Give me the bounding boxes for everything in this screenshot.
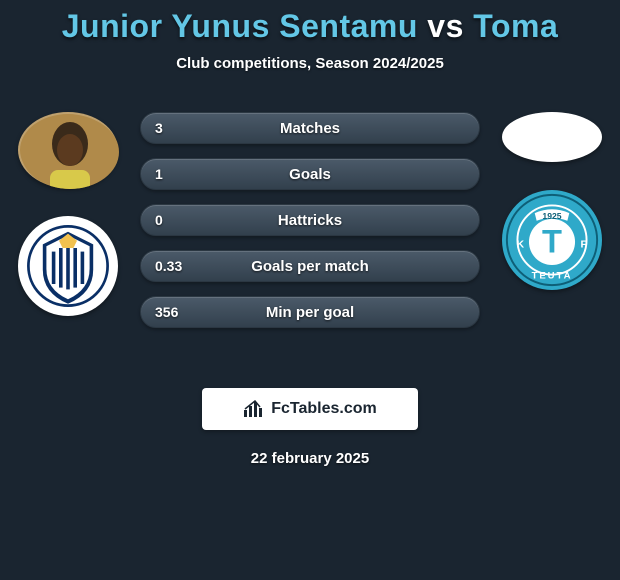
stat-p1-value: 3 bbox=[155, 120, 163, 136]
left-column bbox=[8, 112, 128, 316]
player1-club-badge bbox=[18, 216, 118, 316]
stat-row-mpg: 356 Min per goal bbox=[140, 296, 480, 328]
player2-avatar bbox=[502, 112, 602, 162]
stat-label: Matches bbox=[280, 120, 340, 137]
stat-label: Goals bbox=[289, 166, 331, 183]
stat-label: Hattricks bbox=[278, 212, 342, 229]
brand-box[interactable]: FcTables.com bbox=[202, 388, 418, 430]
stat-label: Min per goal bbox=[266, 304, 354, 321]
teuta-badge-svg: 1925 T TEUTA K F bbox=[504, 192, 600, 288]
title-player1: Junior Yunus Sentamu bbox=[62, 8, 418, 44]
brand-text: FcTables.com bbox=[271, 400, 377, 418]
player1-avatar-svg bbox=[20, 114, 120, 190]
stat-row-matches: 3 Matches bbox=[140, 112, 480, 144]
page-title: Junior Yunus Sentamu vs Toma bbox=[0, 8, 620, 45]
title-vs: vs bbox=[427, 8, 464, 44]
stat-p1-value: 0 bbox=[155, 212, 163, 228]
right-column: 1925 T TEUTA K F bbox=[492, 112, 612, 290]
svg-text:F: F bbox=[580, 239, 587, 251]
player2-club-badge: 1925 T TEUTA K F bbox=[502, 190, 602, 290]
stat-row-gpm: 0.33 Goals per match bbox=[140, 250, 480, 282]
stat-p1-value: 356 bbox=[155, 304, 178, 320]
stats-area: 1925 T TEUTA K F 3 Matches 1 Goals bbox=[0, 112, 620, 362]
date-line: 22 february 2025 bbox=[0, 450, 620, 467]
title-player2: Toma bbox=[473, 8, 558, 44]
chart-bars-icon bbox=[243, 400, 265, 418]
stat-p1-value: 0.33 bbox=[155, 258, 182, 274]
stat-row-hattricks: 0 Hattricks bbox=[140, 204, 480, 236]
stat-p1-value: 1 bbox=[155, 166, 163, 182]
badge-letter: T bbox=[542, 222, 562, 259]
badge-label: TEUTA bbox=[532, 270, 573, 281]
stat-rows: 3 Matches 1 Goals 0 Hattricks 0.33 Goals… bbox=[140, 112, 480, 328]
comparison-card: Junior Yunus Sentamu vs Toma Club compet… bbox=[0, 0, 620, 580]
player1-avatar bbox=[18, 112, 118, 188]
stat-label: Goals per match bbox=[251, 258, 369, 275]
subtitle: Club competitions, Season 2024/2025 bbox=[0, 55, 620, 72]
svg-text:K: K bbox=[517, 239, 525, 251]
stat-row-goals: 1 Goals bbox=[140, 158, 480, 190]
tirana-badge-svg bbox=[23, 221, 113, 311]
